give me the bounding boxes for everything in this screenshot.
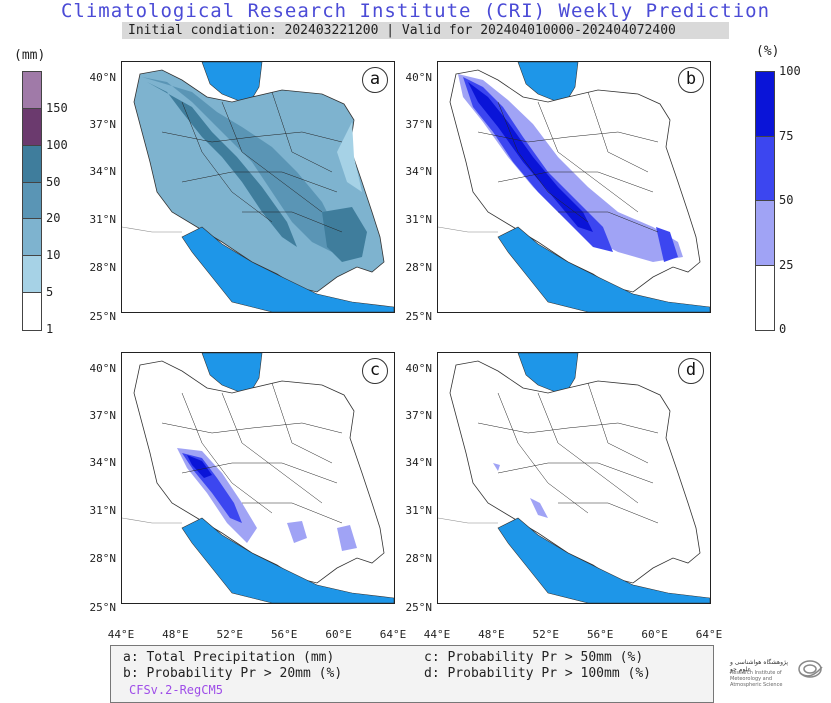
precip-colorbar-tick: 1 [46, 322, 54, 336]
lat-label: 31°N [89, 504, 117, 517]
legend-box: a: Total Precipitation (mm) b: Probabili… [110, 645, 714, 703]
lon-label: 60°E [641, 628, 668, 641]
lon-label: 44°E [107, 628, 135, 641]
map-panel-d: d [437, 352, 711, 604]
legend-d: d: Probability Pr > 100mm (%) [424, 666, 651, 681]
lat-label: 34°N [405, 456, 433, 469]
lat-label: 25°N [405, 601, 433, 614]
precip-colorbar-swatch [23, 182, 41, 220]
model-name: CFSv.2-RegCM5 [129, 683, 223, 697]
prob-colorbar-swatch [756, 265, 774, 330]
prob-colorbar [755, 71, 775, 331]
lat-label: 34°N [405, 165, 433, 178]
lat-label: 25°N [405, 310, 433, 323]
lat-label: 25°N [89, 310, 117, 323]
prob-colorbar-tick: 50 [779, 193, 794, 207]
map-svg-b [438, 62, 710, 312]
lat-label: 40°N [89, 362, 117, 375]
lat-label: 31°N [405, 213, 433, 226]
prob-colorbar-swatch [756, 72, 774, 137]
panel-label-a: a [362, 67, 388, 93]
precip-colorbar-tick: 100 [46, 137, 68, 152]
map-panel-b: b [437, 61, 711, 313]
panel-label-b: b [678, 67, 704, 93]
lat-label: 34°N [89, 165, 117, 178]
map-svg-c [122, 353, 394, 603]
prob-colorbar-swatch [756, 201, 774, 266]
precip-colorbar-swatch [23, 256, 41, 294]
chart-subtitle: Initial condiation: 202403221200 | Valid… [122, 22, 729, 39]
legend-b: b: Probability Pr > 20mm (%) [123, 666, 343, 681]
prob-colorbar-tick: 100 [779, 64, 801, 78]
precip-colorbar-swatch [23, 72, 41, 109]
lon-label: 56°E [270, 628, 298, 641]
precip-colorbar-tick: 150 [46, 100, 68, 115]
lat-label: 37°N [405, 118, 433, 131]
lon-label: 52°E [532, 628, 560, 641]
lon-label: 56°E [586, 628, 614, 641]
lat-label: 40°N [89, 71, 117, 84]
precip-colorbar-tick: 20 [46, 211, 61, 226]
legend-a: a: Total Precipitation (mm) [123, 650, 335, 665]
lon-label: 48°E [478, 628, 505, 641]
precip-colorbar [22, 71, 42, 331]
lat-label: 37°N [89, 409, 117, 422]
map-panel-a: a [121, 61, 395, 313]
map-panel-c: c [121, 352, 395, 604]
lon-label: 64°E [379, 628, 407, 641]
lat-label: 31°N [405, 504, 433, 517]
logo-name: پژوهشگاه هواشناسی و علوم جو [730, 659, 789, 673]
lon-label: 64°E [695, 628, 723, 641]
panel-label-c: c [362, 358, 388, 384]
lat-label: 28°N [405, 552, 433, 565]
prob-colorbar-tick: 25 [779, 257, 794, 272]
lat-label: 34°N [89, 456, 117, 469]
map-svg-d [438, 353, 710, 603]
legend-c: c: Probability Pr > 50mm (%) [424, 650, 644, 665]
lon-label: 48°E [162, 628, 189, 641]
lat-label: 31°N [89, 213, 117, 226]
lat-label: 37°N [405, 409, 433, 422]
lat-label: 28°N [405, 261, 433, 274]
precip-colorbar-swatch [23, 145, 41, 183]
precip-colorbar-swatch [23, 293, 41, 330]
lat-label: 40°N [405, 362, 433, 375]
lat-label: 28°N [89, 261, 117, 274]
precip-colorbar-swatch [23, 219, 41, 257]
lat-label: 40°N [405, 71, 433, 84]
lon-label: 44°E [423, 628, 451, 641]
prob-colorbar-tick: 0 [779, 322, 787, 336]
panel-label-d: d [678, 358, 704, 384]
lon-label: 60°E [325, 628, 352, 641]
lat-label: 25°N [89, 601, 117, 614]
prob-colorbar-tick: 75 [779, 128, 794, 143]
logo-english: Research Institute of Meteorology and At… [730, 670, 783, 688]
chart-title: Climatological Research Institute (CRI) … [60, 0, 771, 22]
precip-colorbar-tick: 50 [46, 174, 61, 189]
precip-colorbar-unit: (mm) [14, 48, 46, 63]
lon-label: 52°E [216, 628, 244, 641]
map-svg-a [122, 62, 394, 312]
precip-colorbar-tick: 5 [46, 285, 54, 300]
lat-label: 37°N [89, 118, 117, 131]
lat-label: 28°N [89, 552, 117, 565]
prob-colorbar-unit: (%) [756, 44, 780, 59]
prob-colorbar-swatch [756, 136, 774, 201]
precip-colorbar-swatch [23, 108, 41, 146]
institute-logo [798, 660, 823, 678]
precip-colorbar-tick: 10 [46, 248, 61, 263]
